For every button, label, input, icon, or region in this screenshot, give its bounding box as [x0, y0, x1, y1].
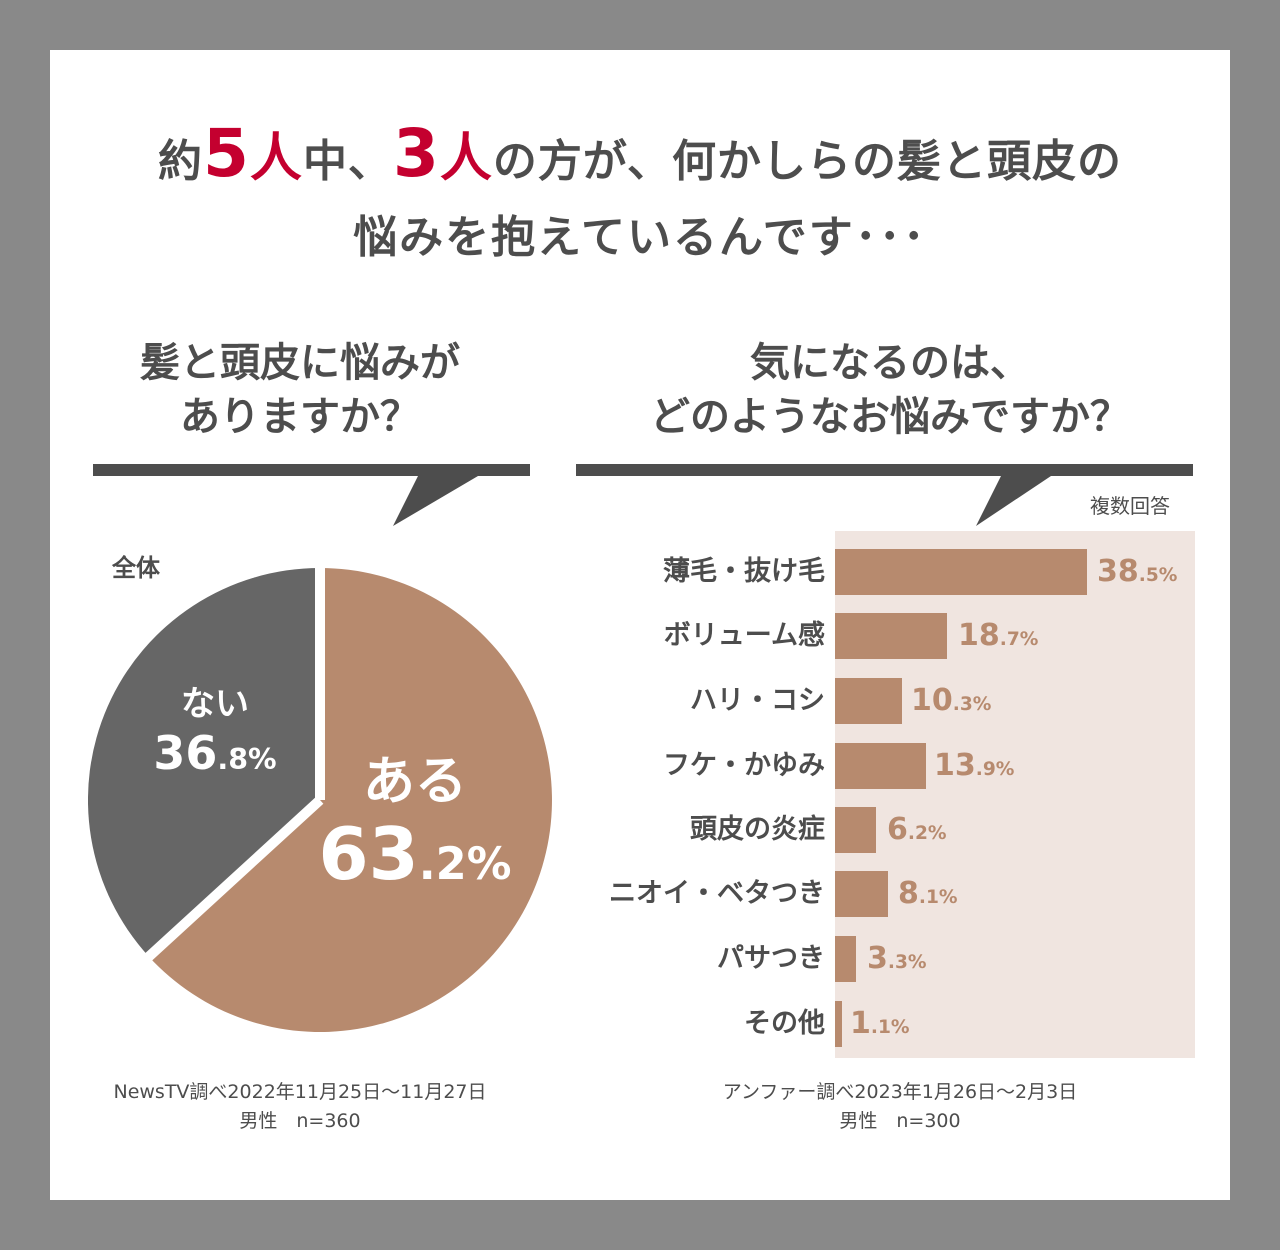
left-speech-bubble-pointer: [93, 464, 530, 526]
value-dec: .1%: [870, 1017, 910, 1038]
right-source-line1: アンファー調べ2023年1月26日～2月3日: [722, 1081, 1078, 1103]
left-question-line2: ありますか？: [180, 394, 420, 440]
value-dec: .2%: [418, 838, 512, 890]
bar-label: パサつき: [717, 943, 825, 974]
value-int: 18: [958, 618, 1000, 653]
right-question: 気になるのは、 どのようなお悩みですか？: [580, 336, 1200, 444]
headline-text: の方が、何かしらの髪と頭皮の: [492, 136, 1123, 187]
bar: [835, 613, 947, 659]
value-int: 36: [153, 726, 218, 780]
value-dec: .5%: [1138, 565, 1178, 586]
value-int: 10: [911, 683, 953, 718]
value-dec: .3%: [887, 952, 927, 973]
bar-value: 8.1%: [898, 871, 958, 921]
right-question-line2: どのようなお悩みですか？: [650, 394, 1130, 440]
left-source-line2: 男性 n=360: [239, 1110, 361, 1132]
pie-label-no-text: ない: [181, 684, 249, 724]
bar-label: フケ・かゆみ: [663, 750, 825, 781]
headline-accent-number: 5: [202, 115, 250, 192]
bar-label: 頭皮の炎症: [690, 814, 825, 845]
value-dec: .9%: [975, 759, 1015, 780]
left-source-line1: NewsTV調べ2022年11月25日～11月27日: [113, 1081, 487, 1103]
right-speech-bubble-pointer: [576, 464, 1193, 526]
multiple-answers-note: 複数回答: [1090, 494, 1170, 518]
headline-accent-unit: 人: [249, 129, 303, 189]
bar-value: 6.2%: [887, 807, 947, 857]
headline-text: 中、: [302, 136, 393, 187]
bar-value: 18.7%: [958, 613, 1038, 663]
value-int: 6: [887, 812, 908, 847]
bar-value: 1.1%: [850, 1001, 910, 1051]
bar-value: 13.9%: [934, 743, 1014, 793]
bar-label: その他: [744, 1008, 825, 1039]
pie-label-no: ない 36.8%: [145, 682, 285, 787]
headline-text: 約: [157, 136, 203, 187]
right-question-line1: 気になるのは、: [750, 340, 1030, 386]
value-dec: .2%: [907, 823, 947, 844]
pie-slice-no: [88, 568, 320, 957]
pie-slice-yes: [148, 568, 552, 1032]
headline-accent-unit: 人: [439, 129, 493, 189]
pie-label-yes: ある 63.2%: [315, 750, 515, 904]
bar: [835, 1001, 842, 1047]
pie-label-yes-text: ある: [362, 752, 467, 812]
bar-label: ニオイ・ベタつき: [609, 878, 825, 909]
bar: [835, 871, 888, 917]
headline-line1: 約5人中、3人の方が、何かしらの髪と頭皮の: [50, 118, 1230, 198]
pie-label-yes-value: 63.2%: [315, 814, 515, 904]
bar: [835, 807, 876, 853]
value-dec: .7%: [999, 629, 1039, 650]
bar-label: 薄毛・抜け毛: [663, 556, 825, 587]
bar: [835, 936, 856, 982]
bar: [835, 549, 1087, 595]
bar-label: ボリューム感: [663, 620, 825, 651]
headline-accent-number: 3: [392, 115, 440, 192]
value-dec: .3%: [952, 694, 992, 715]
bar: [835, 678, 902, 724]
value-int: 38: [1097, 554, 1139, 589]
left-source: NewsTV調べ2022年11月25日～11月27日 男性 n=360: [70, 1078, 530, 1136]
value-int: 63: [318, 812, 419, 896]
pie-chart: [88, 568, 552, 1032]
headline-line2: 悩みを抱えているんです･･･: [353, 212, 927, 263]
bar-value: 3.3%: [867, 936, 927, 986]
left-question: 髪と頭皮に悩みが ありますか？: [90, 336, 510, 444]
infographic-card: 約5人中、3人の方が、何かしらの髪と頭皮の 悩みを抱えているんです･･･ 髪と頭…: [50, 50, 1230, 1200]
right-source: アンファー調べ2023年1月26日～2月3日 男性 n=300: [650, 1078, 1150, 1136]
pie-label-no-value: 36.8%: [145, 726, 285, 787]
value-int: 13: [934, 748, 976, 783]
bar-label: ハリ・コシ: [690, 685, 825, 716]
bar: [835, 743, 926, 789]
pie-group-label: 全体: [112, 554, 160, 582]
pie-separator: [139, 796, 324, 966]
bar-value: 38.5%: [1097, 549, 1177, 599]
bar-value: 10.3%: [911, 678, 991, 728]
value-int: 3: [867, 941, 888, 976]
right-source-line2: 男性 n=300: [839, 1110, 961, 1132]
value-dec: .1%: [918, 887, 958, 908]
left-question-line1: 髪と頭皮に悩みが: [140, 340, 460, 386]
value-dec: .8%: [217, 743, 277, 776]
value-int: 8: [898, 876, 919, 911]
value-int: 1: [850, 1006, 871, 1041]
